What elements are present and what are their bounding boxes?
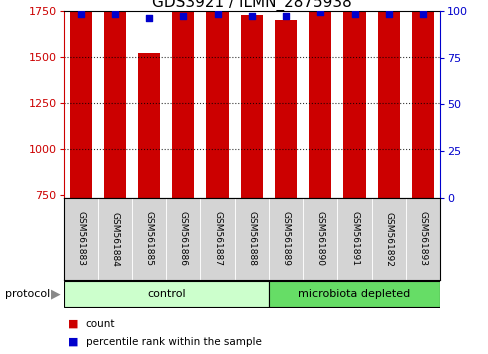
Text: GSM561892: GSM561892 [384, 211, 392, 267]
Point [179, 13, 187, 19]
Title: GDS3921 / ILMN_2875938: GDS3921 / ILMN_2875938 [152, 0, 351, 11]
Text: ■: ■ [68, 337, 79, 347]
Text: ■: ■ [68, 319, 79, 329]
Text: ▶: ▶ [51, 287, 61, 300]
Bar [343, 0, 365, 198]
Text: microbiota depleted: microbiota depleted [298, 289, 410, 299]
Bar [234, 198, 268, 280]
Bar [138, 53, 160, 198]
Bar [63, 281, 268, 307]
Bar [337, 198, 371, 280]
Text: count: count [85, 319, 115, 329]
Bar [98, 198, 132, 280]
Text: GSM561891: GSM561891 [349, 211, 358, 267]
Bar [308, 0, 331, 198]
Point [213, 12, 221, 17]
Bar [63, 198, 98, 280]
Text: GSM561883: GSM561883 [76, 211, 85, 267]
Text: GSM561886: GSM561886 [179, 211, 187, 267]
Bar [274, 20, 297, 198]
Text: GSM561889: GSM561889 [281, 211, 290, 267]
Bar [411, 0, 433, 198]
Text: control: control [147, 289, 185, 299]
Bar [268, 281, 439, 307]
Bar [172, 4, 194, 198]
Text: protocol: protocol [5, 289, 50, 299]
Text: GSM561890: GSM561890 [315, 211, 324, 267]
Text: percentile rank within the sample: percentile rank within the sample [85, 337, 261, 347]
Bar [303, 198, 337, 280]
Bar [206, 0, 228, 198]
Point [77, 12, 84, 17]
Text: GSM561885: GSM561885 [144, 211, 153, 267]
Bar [103, 0, 126, 198]
Bar [200, 198, 234, 280]
Bar [69, 0, 92, 198]
Bar [240, 15, 263, 198]
Bar [371, 198, 405, 280]
Bar [268, 198, 303, 280]
Text: GSM561884: GSM561884 [110, 211, 119, 267]
Text: GSM561888: GSM561888 [247, 211, 256, 267]
Point [316, 10, 324, 15]
Point [350, 12, 358, 17]
Point [418, 12, 426, 17]
Point [145, 15, 153, 21]
Bar [132, 198, 166, 280]
Point [247, 13, 255, 19]
Bar [377, 0, 399, 198]
Bar [405, 198, 439, 280]
Point [384, 12, 392, 17]
Point [282, 13, 289, 19]
Bar [166, 198, 200, 280]
Text: GSM561893: GSM561893 [418, 211, 427, 267]
Point [111, 12, 119, 17]
Text: GSM561887: GSM561887 [213, 211, 222, 267]
